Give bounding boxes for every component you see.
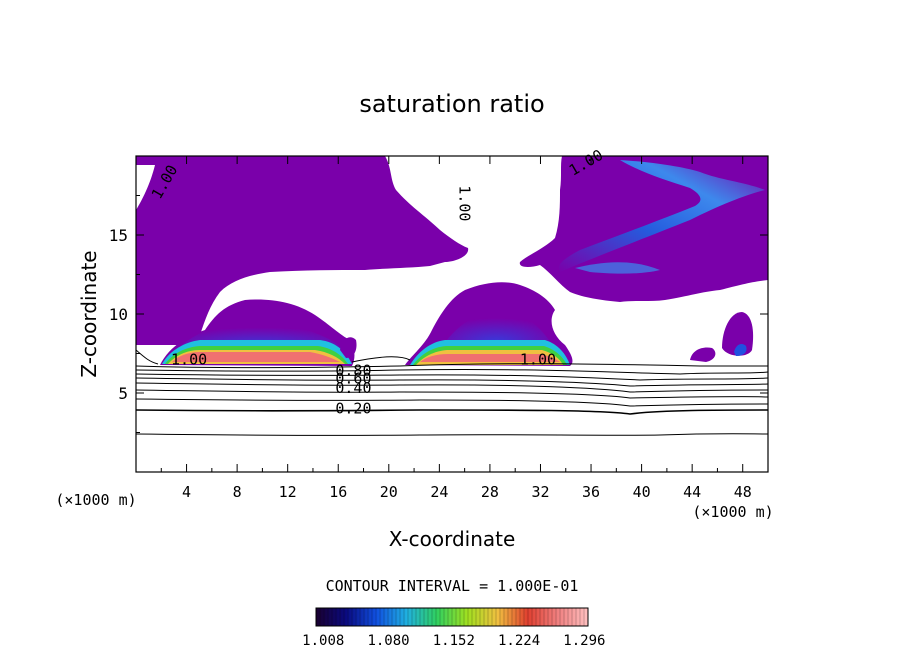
chart-title: saturation ratio [359,90,544,118]
y-tick-label: 15 [109,226,128,245]
plot-area [136,156,768,472]
x-unit-label-right: (×1000 m) [692,503,773,521]
blue-streak [558,160,765,272]
x-tick-label: 28 [481,483,499,501]
y-axis-ticks: 5 10 15 [109,195,768,433]
colorbar-labels: 1.008 1.080 1.152 1.224 1.296 [302,633,605,649]
supersaturation-core-left [172,352,340,362]
x-tick-label: 32 [531,483,549,501]
colorbar-tick-label: 1.008 [302,633,344,649]
contour-label: 0.60 [335,370,371,388]
x-tick-label: 36 [582,483,600,501]
supersaturation-core-center [420,354,560,362]
x-axis-title: X-coordinate [389,527,516,551]
x-unit-label-left: (×1000 m) [55,491,136,509]
contour-label: 0.20 [335,400,371,418]
colorbar-tick-label: 1.152 [433,633,475,649]
contour-label: 1.00 [456,185,474,221]
x-tick-label: 20 [380,483,398,501]
y-axis-title: Z-coordinate [77,250,101,377]
contour-label: 1.00 [520,351,556,369]
x-tick-label: 48 [734,483,752,501]
x-tick-label: 40 [633,483,651,501]
colorbar-tick-label: 1.296 [563,633,605,649]
x-tick-label: 16 [329,483,347,501]
saturated-region-upper-left [136,156,469,345]
contour-label: 0.40 [335,379,371,397]
contour-lines [136,349,768,436]
colorbar-tick-label: 1.080 [367,633,409,649]
x-tick-label: 4 [182,483,191,501]
x-tick-label: 8 [233,483,242,501]
y-tick-label: 10 [109,305,128,324]
colorbar-stripes [319,608,585,626]
colorbar-tick-label: 1.224 [498,633,540,649]
x-tick-label: 44 [683,483,701,501]
contour-interval-note: CONTOUR INTERVAL = 1.000E-01 [326,577,579,595]
x-tick-label: 24 [430,483,448,501]
y-tick-label: 5 [118,384,128,403]
contour-label: 1.00 [171,351,207,369]
contour-label: 0.80 [335,362,371,380]
x-tick-label: 12 [279,483,297,501]
colorbar [315,607,589,627]
x-axis-ticks: 4 8 12 16 20 24 28 32 36 40 44 48 [160,156,752,501]
